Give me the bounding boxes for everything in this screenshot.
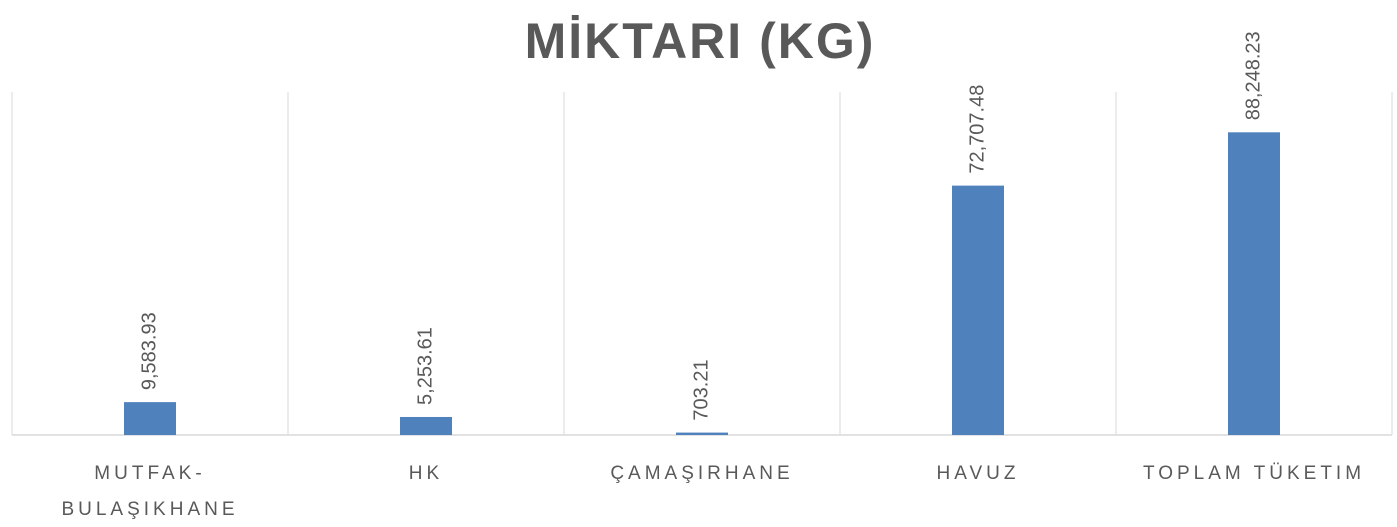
bar (676, 432, 728, 435)
x-tick-label: TOPLAM TÜKETIM (1142, 463, 1366, 484)
value-label: 703.21 (690, 359, 712, 420)
chart-title: MİKTARI (KG) (525, 13, 876, 69)
bar (1228, 132, 1280, 435)
bar (400, 416, 452, 435)
value-label: 88,248.23 (1242, 31, 1264, 120)
bar (952, 185, 1004, 435)
x-tick-label: ÇAMAŞIRHANE (610, 463, 794, 484)
value-label: 72,707.48 (966, 85, 988, 174)
bar (124, 402, 176, 435)
value-label: 5,253.61 (414, 327, 436, 405)
x-tick-label: HK (408, 463, 444, 484)
value-label: 9,583.93 (138, 312, 160, 390)
x-tick-label: MUTFAK-BULAŞIKHANE (61, 463, 239, 520)
x-tick-label: HAVUZ (936, 463, 1020, 484)
